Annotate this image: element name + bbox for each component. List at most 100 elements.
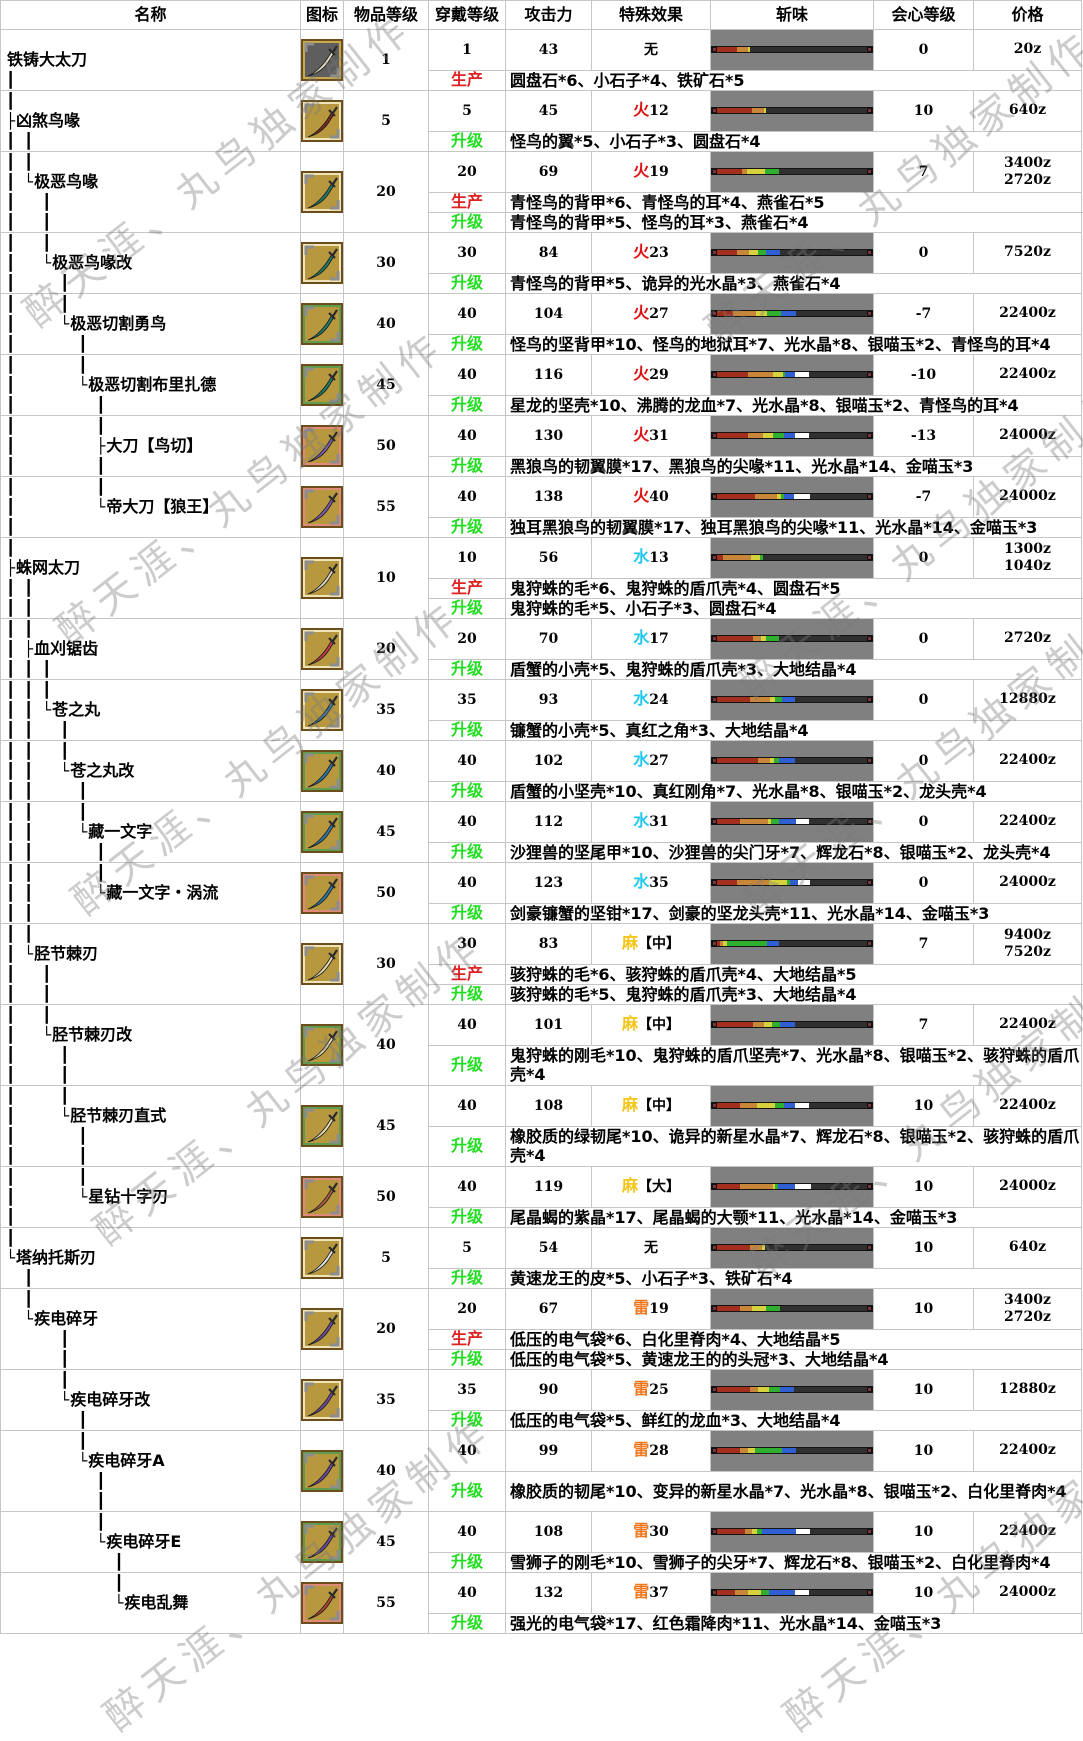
element-label: 水 [633, 689, 650, 709]
attack-value: 138 [505, 476, 592, 518]
material-list: 星龙的坚壳*10、沸腾的龙血*7、光水晶*8、银喵玉*2、青怪鸟的耳*4 [505, 394, 1082, 417]
tree-line: ┃ [6, 1411, 88, 1429]
wear-level: 40 [428, 1085, 506, 1127]
bar-end-cap [867, 1306, 872, 1312]
affinity-value: 0 [873, 537, 974, 579]
wear-level: 40 [428, 476, 506, 518]
tree-connector: ┃ ├ [6, 640, 34, 658]
material-type-label: 升级 [428, 1470, 506, 1512]
price-value: 12880z [999, 1381, 1056, 1398]
long-sword-icon [301, 1024, 343, 1066]
weapon-name: 大刀【鸟切】 [106, 436, 203, 455]
element-label: 火 [633, 303, 650, 323]
tree-line: ┃ ┃ [6, 417, 106, 435]
tree-connector: ┃ └ [6, 254, 52, 272]
tree-line: ┃ ┃ [6, 925, 34, 943]
material-type-label: 生产 [428, 963, 506, 985]
weapon-name: 疾电碎牙改 [70, 1390, 151, 1409]
weapon-name-cell: ┃ ┃ ┃ └极恶鸟喙改 ┃ ┃ [0, 232, 301, 294]
attack-value: 70 [505, 618, 592, 660]
weapon-table: 名称 图标 物品等级 穿戴等级 攻击力 特殊效果 斩味 会心等级 价格 铁铸大太… [0, 0, 1082, 1635]
weapon-name: 疾电乱舞 [124, 1593, 189, 1612]
tree-connector: ┃ └ [6, 173, 34, 191]
weapon-icon-cell [300, 537, 344, 619]
sharpness-red-segment [717, 47, 737, 53]
material-type-label: 升级 [428, 1348, 506, 1371]
sharpness-red-segment [717, 1448, 740, 1454]
wear-level: 40 [428, 801, 506, 843]
long-sword-icon [301, 1237, 343, 1279]
long-sword-icon [301, 39, 343, 81]
bar-end-cap [712, 1103, 717, 1109]
bar-end-cap [712, 1022, 717, 1028]
attack-value: 108 [505, 1085, 592, 1127]
sword-hilt [328, 431, 338, 442]
icon-background [303, 427, 341, 465]
material-row: 升级 雪狮子的刚毛*10、雪狮子的尖牙*7、辉龙石*8、银喵玉*2、白化里脊肉*4 [1, 1551, 1082, 1574]
sharpness-red-segment [717, 169, 742, 175]
effect-value: 30 [649, 1524, 669, 1541]
affinity-value: 0 [873, 801, 974, 843]
sharpness-green-segment [769, 1387, 780, 1393]
sharpness-red-segment [717, 758, 758, 764]
tree-line: ┃ ┃ [6, 1087, 70, 1105]
weapon-name: 藏一文字・涡流 [106, 883, 219, 902]
element-label: 火 [633, 425, 650, 445]
price-value: 24000z [999, 1178, 1056, 1195]
sharpness-blue-segment [784, 1103, 795, 1109]
effect-value: 13 [649, 550, 669, 567]
sharpness-yellow-segment [747, 169, 765, 175]
sharpness-green-segment [771, 819, 779, 825]
sharpness-bar [711, 818, 873, 826]
weapon-name: 疾电碎牙E [106, 1532, 182, 1551]
material-type-label: 升级 [428, 130, 506, 153]
element-label: 麻 [621, 1014, 638, 1034]
bar-end-cap [712, 250, 717, 256]
bar-end-cap [712, 1184, 717, 1190]
weapon-row: ┃ ┃ ┃ ┃ ┃ └苍之丸 ┃ ┃ ┃ 35 35 93 水24 0 12880z [0, 679, 1082, 741]
item-level: 40 [343, 1004, 429, 1086]
item-level: 45 [343, 1085, 429, 1167]
price-value: 22400z [999, 1097, 1056, 1114]
bar-end-cap [867, 311, 872, 317]
weapon-name-cell: ┃ ┃ ┃ ┃ ┃ └藏一文字・涡流 ┃ ┃ [0, 862, 301, 924]
sharpness-red-segment [717, 636, 753, 642]
tree-line: ┃ ┃ ┃ [6, 681, 52, 699]
icon-background [303, 244, 341, 282]
weapon-icon-cell [300, 90, 344, 152]
attack-value: 43 [505, 29, 592, 71]
weapon-icon-cell [300, 923, 344, 1005]
long-sword-icon [301, 750, 343, 792]
sharpness-orange-segment [750, 1245, 762, 1251]
attack-value: 104 [505, 293, 592, 335]
material-row: 升级 剑豪镰蟹的坚钳*17、剑豪的坚龙头壳*11、光水晶*14、金喵玉*3 [1, 902, 1082, 925]
item-level: 20 [343, 151, 429, 233]
sharpness-red-segment [717, 941, 720, 947]
rarity-frame [303, 41, 341, 79]
sharpness-cell [710, 862, 874, 904]
wear-level: 40 [428, 1430, 506, 1472]
tree-line: ┃ └帝大刀【狼王】 [6, 497, 300, 517]
sharpness-segments [717, 1306, 867, 1312]
item-level: 45 [343, 1511, 429, 1573]
item-level: 40 [343, 740, 429, 802]
tree-line: ┃ ┃ [6, 234, 52, 252]
long-sword-icon [301, 1308, 343, 1350]
price-cell: 3400z 2720z [973, 151, 1082, 193]
weapon-name: 胫节棘刃直式 [70, 1106, 167, 1125]
sharpness-cell [710, 1227, 874, 1269]
tree-connector: ┃ └ [6, 376, 88, 394]
weapon-name: 胫节棘刃改 [52, 1025, 133, 1044]
sharpness-orange-segment [745, 1529, 752, 1535]
sharpness-green-segment [772, 1022, 780, 1028]
tree-line: ┃ └极恶切割勇鸟 [6, 314, 300, 334]
sharpness-yellow-segment [752, 1529, 757, 1535]
frame-corner-brackets [304, 1524, 340, 1560]
material-type-label: 升级 [428, 902, 506, 925]
item-level: 5 [343, 90, 429, 152]
sharpness-segments [717, 433, 867, 439]
material-type-label: 生产 [428, 577, 506, 599]
sharpness-bar [711, 493, 873, 501]
affinity-value: -7 [873, 476, 974, 518]
price-value: 22400z [999, 305, 1056, 322]
